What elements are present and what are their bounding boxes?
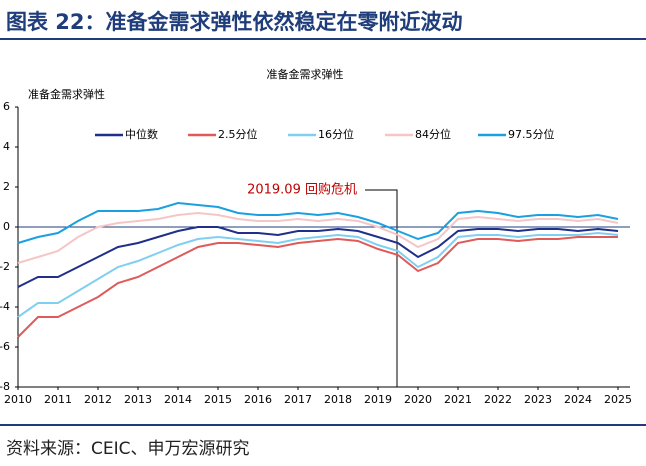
y-tick-label: 4: [3, 140, 10, 153]
x-tick-label: 2018: [324, 393, 352, 406]
footer-rule: [0, 424, 646, 426]
series-line: [17, 201, 619, 244]
header-rule: [0, 38, 646, 40]
x-tick-label: 2016: [244, 393, 272, 406]
x-tick-label: 2017: [284, 393, 312, 406]
y-tick-label: -4: [0, 300, 10, 313]
x-tick-label: 2024: [564, 393, 592, 406]
x-tick-label: 2025: [604, 393, 632, 406]
legend-label: 2.5分位: [218, 127, 258, 141]
header-title: 图表 22：准备金需求弹性依然稳定在零附近波动: [6, 10, 463, 34]
series-line: [17, 231, 619, 318]
x-tick-label: 2023: [524, 393, 552, 406]
legend-label: 16分位: [318, 127, 354, 141]
y-tick-label: -6: [0, 340, 10, 353]
annotation: 2019.09 回购危机: [247, 182, 357, 198]
chart: 准备金需求弹性 准备金需求弹性 2019.09 回购危机 -8 -6 -4 -2 0 2 4…: [0, 67, 632, 406]
legend-label: 中位数: [125, 127, 158, 141]
source: 资料来源：CEIC、申万宏源研究: [6, 439, 250, 459]
chart-title: 准备金需求弹性: [267, 67, 344, 81]
y-tick-label: -8: [0, 380, 10, 393]
series-line: [17, 226, 619, 288]
legend-label: 97.5分位: [508, 127, 555, 141]
x-tick-label: 2014: [164, 393, 192, 406]
y-tick-label: 0: [3, 220, 10, 233]
x-tick-label: 2019: [364, 393, 392, 406]
y-axis-label: 准备金需求弹性: [28, 87, 105, 101]
series-line: [17, 236, 618, 338]
x-tick-label: 2010: [4, 393, 32, 406]
y-tick-label: 2: [3, 180, 10, 193]
x-tick-label: 2012: [84, 393, 112, 406]
x-tick-label: 2022: [484, 393, 512, 406]
annotation-line: [365, 189, 398, 387]
x-tick-label: 2013: [124, 393, 152, 406]
x-tick-label: 2020: [404, 393, 432, 406]
series-line: [17, 211, 619, 264]
legend-label: 84分位: [415, 127, 451, 141]
x-tick-label: 2021: [444, 393, 472, 406]
y-tick-label: 6: [3, 100, 10, 113]
x-tick-label: 2015: [204, 393, 232, 406]
y-tick-label: -2: [0, 260, 10, 273]
x-tick-label: 2011: [44, 393, 72, 406]
